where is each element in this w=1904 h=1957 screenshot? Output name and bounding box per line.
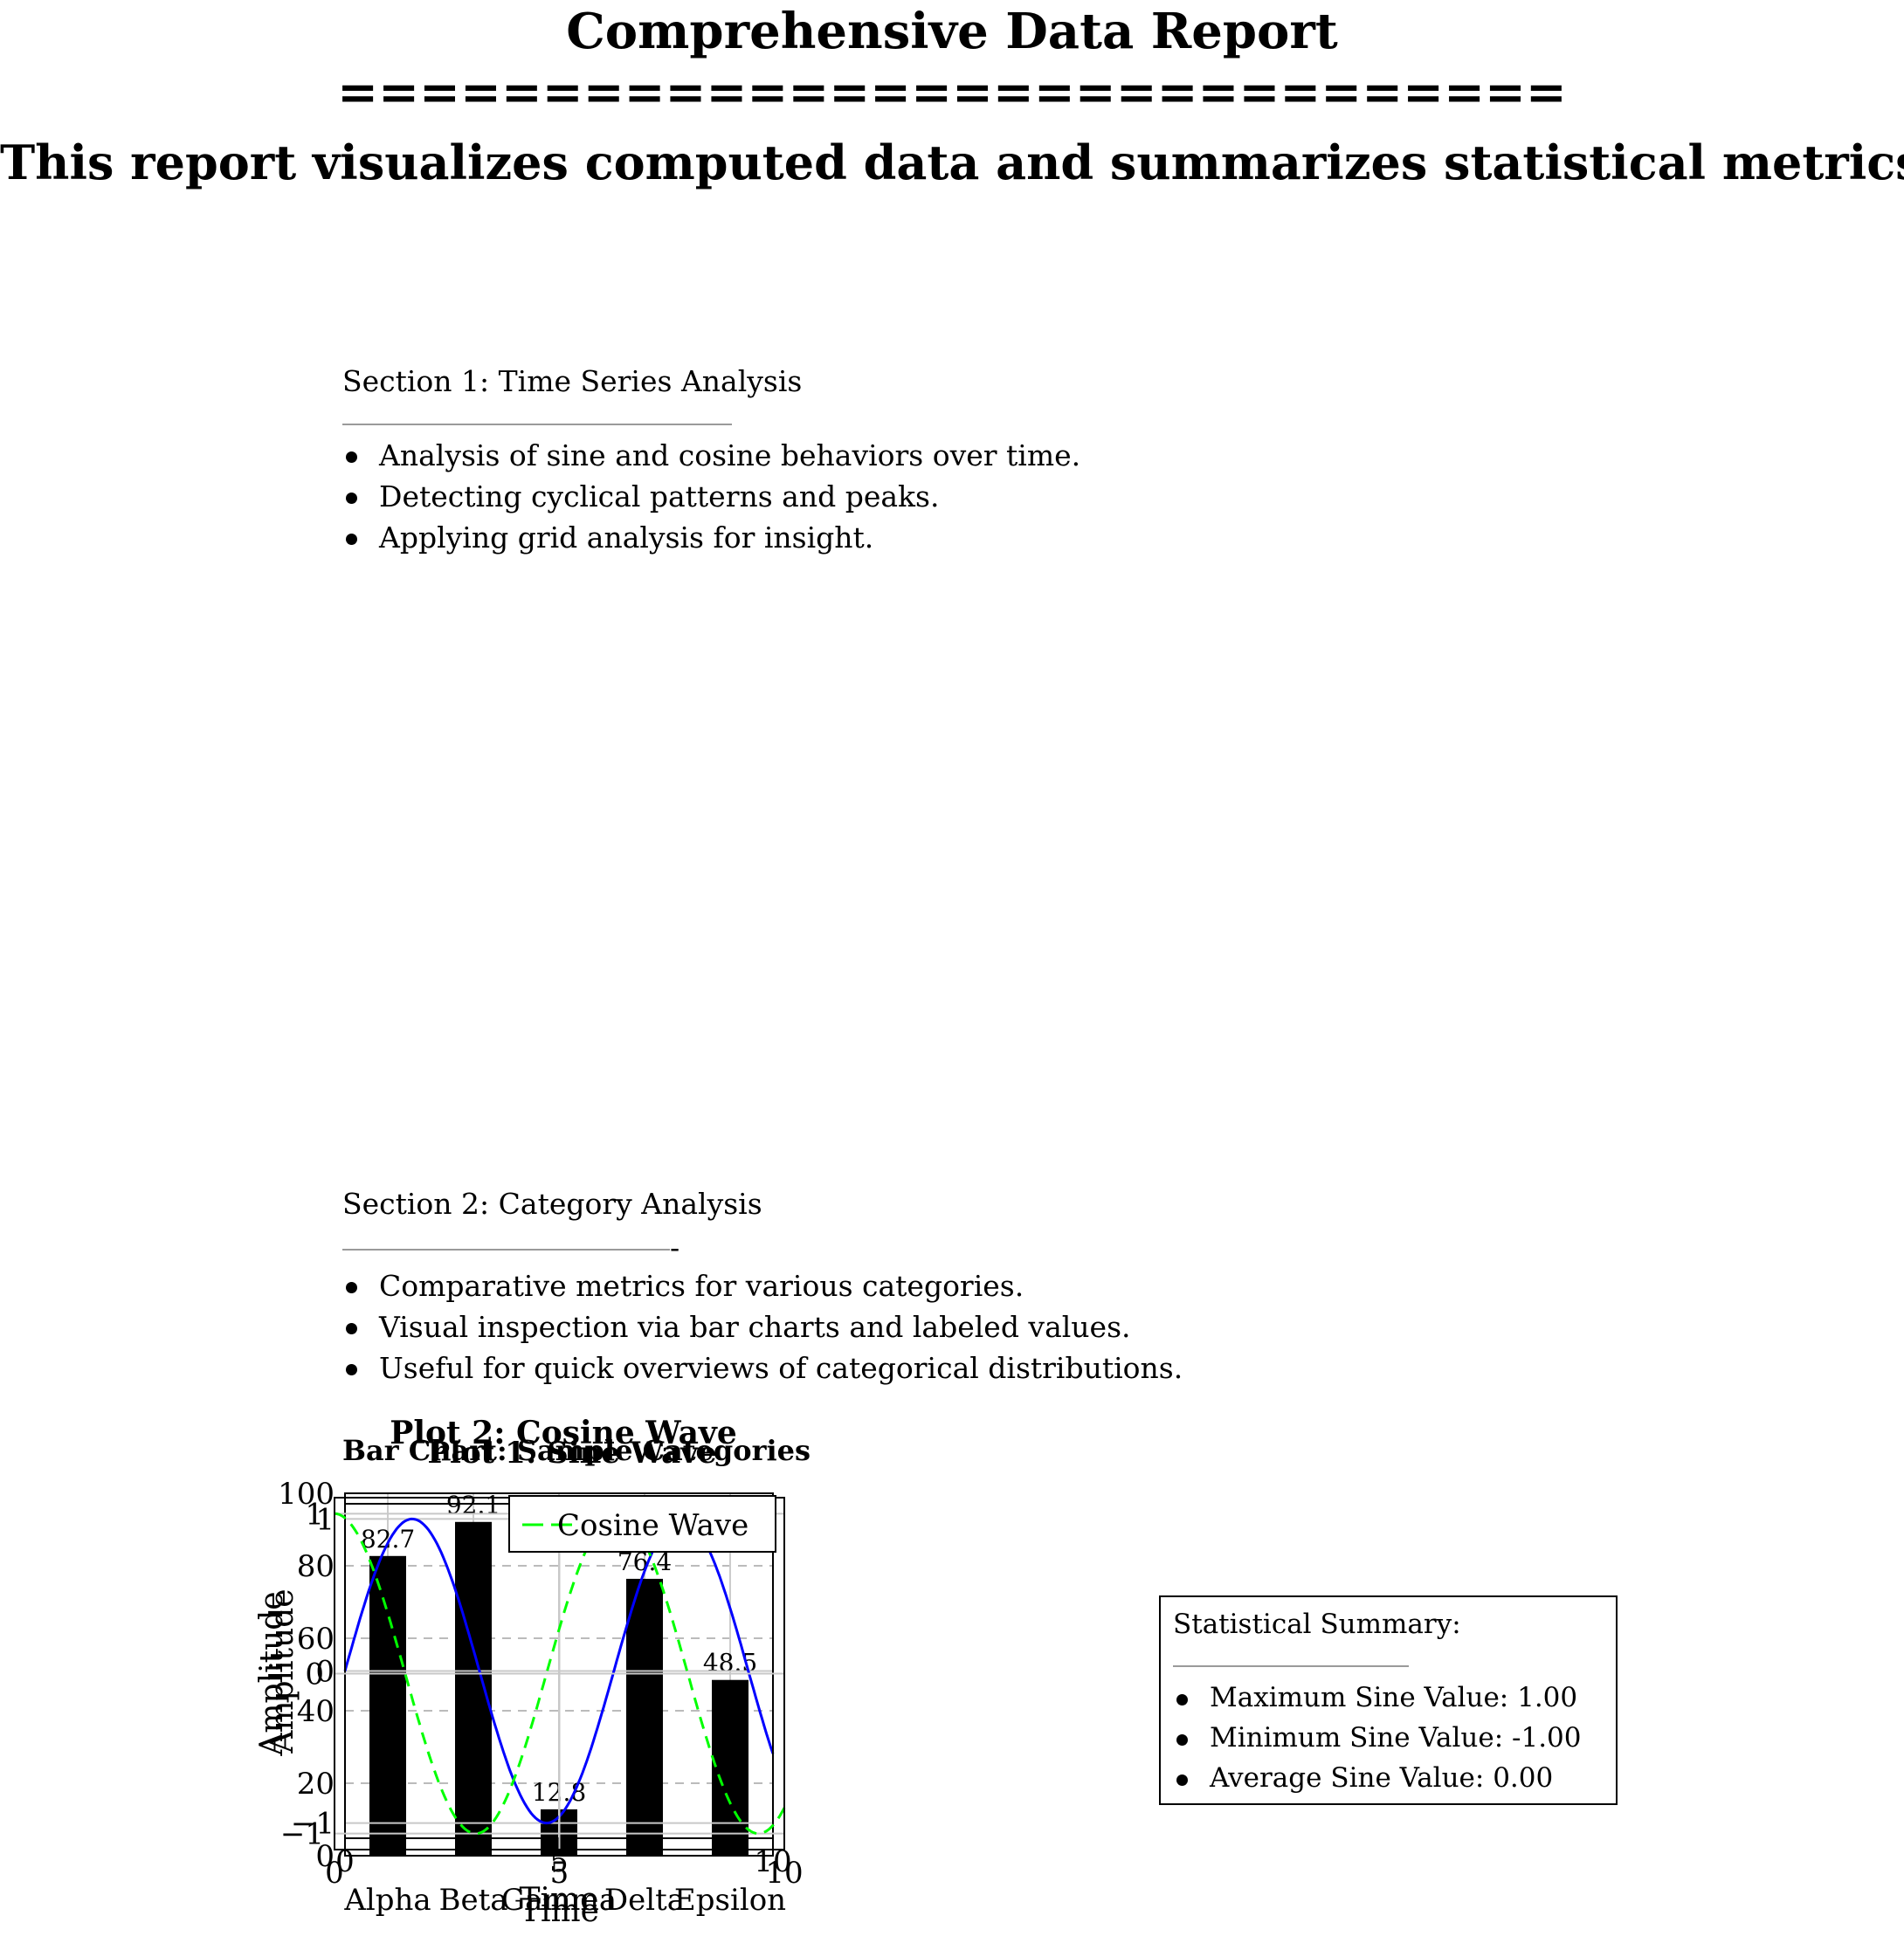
- sine-x-axis-label: Time: [520, 1882, 599, 1918]
- bar-y-tick-label: 20: [297, 1767, 335, 1802]
- section-2-heading: Section 2: Category Analysis: [342, 1187, 762, 1221]
- cosine-y-tick-label: 0: [305, 1657, 324, 1692]
- cosine-y-axis-label: Amplitude: [254, 1591, 290, 1756]
- bar-data-label: 82.7: [361, 1525, 415, 1554]
- cosine-x-tick-label: 0: [325, 1856, 344, 1891]
- bar-x-tick-label: Delta: [604, 1883, 685, 1918]
- cosine-x-axis-label: Time: [520, 1893, 599, 1929]
- legend-label: Cosine Wave: [557, 1508, 748, 1543]
- cosine-plot-title: Plot 2: Cosine Wave: [390, 1415, 736, 1451]
- section-2-rule: -: [342, 1227, 1183, 1264]
- list-item: Average Sine Value: 0.00: [1173, 1758, 1604, 1798]
- bar-y-tick-label: 60: [297, 1622, 335, 1657]
- section-1-rule: [342, 424, 732, 425]
- bar-epsilon: [712, 1679, 748, 1856]
- bar-alpha: [369, 1555, 406, 1856]
- sine-x-tick-label: 5: [549, 1844, 569, 1879]
- cosine-x-tick-label: 5: [550, 1856, 569, 1891]
- bar-y-tick-label: 40: [297, 1694, 335, 1729]
- bullet-icon: [346, 493, 357, 504]
- sine-x-tick-label: 0: [335, 1844, 355, 1879]
- summary-items: Maximum Sine Value: 1.00 Minimum Sine Va…: [1173, 1678, 1604, 1798]
- list-item: Visual inspection via bar charts and lab…: [342, 1306, 1183, 1347]
- cosine-y-tick-label: −1: [280, 1817, 324, 1852]
- bar-chart-title: Bar Chart: Sample Categories: [342, 1434, 811, 1467]
- bullet-icon: [1176, 1734, 1188, 1746]
- bar-y-tick-label: 80: [297, 1549, 335, 1584]
- sine-plot-title: Plot 1: Sine Wave: [427, 1436, 716, 1471]
- bar-chart: 02040608010082.7Alpha92.1Beta12.8Gamma76…: [278, 1434, 811, 1918]
- report-subtitle: This report visualizes computed data and…: [0, 134, 1904, 190]
- report-title: Comprehensive Data Report: [566, 3, 1338, 60]
- bar-beta: [455, 1521, 492, 1856]
- bar-delta: [626, 1578, 663, 1856]
- list-item: Minimum Sine Value: -1.00: [1173, 1718, 1604, 1758]
- list-item: Detecting cyclical patterns and peaks.: [342, 476, 1080, 517]
- title-separator: ==============================: [337, 64, 1567, 121]
- section-1: Section 1: Time Series Analysis Analysis…: [342, 362, 1080, 558]
- sine-y-tick-label: 0: [315, 1655, 335, 1690]
- list-item: Maximum Sine Value: 1.00: [1173, 1678, 1604, 1718]
- sine-y-tick-label: −1: [291, 1807, 335, 1842]
- bar-y-tick-label: 100: [278, 1477, 335, 1512]
- bar-y-tick-label: 0: [315, 1839, 335, 1874]
- summary-rule: [1173, 1665, 1409, 1667]
- list-item: Useful for quick overviews of categorica…: [342, 1347, 1183, 1389]
- section-2-rule-tail: -: [670, 1230, 680, 1264]
- cosine-x-tick-label: 10: [765, 1856, 803, 1891]
- bullet-icon: [346, 534, 357, 545]
- list-item: Applying grid analysis for insight.: [342, 517, 1080, 558]
- section-1-bullets: Analysis of sine and cosine behaviors ov…: [342, 435, 1080, 558]
- summary-heading: Statistical Summary:: [1173, 1609, 1461, 1640]
- bullet-icon: [1176, 1774, 1188, 1786]
- section-2-bullets: Comparative metrics for various categori…: [342, 1265, 1183, 1389]
- statistical-summary-box: Statistical Summary: Maximum Sine Value:…: [1159, 1595, 1618, 1805]
- section-1-heading: Section 1: Time Series Analysis: [342, 364, 803, 398]
- sine-y-tick-label: 1: [315, 1502, 335, 1537]
- section-2: Section 2: Category Analysis - Comparati…: [342, 1185, 1183, 1389]
- bar-x-tick-label: Beta: [438, 1883, 507, 1918]
- sine-y-axis-label: Amplitude: [265, 1588, 300, 1754]
- bar-x-tick-label: Alpha: [343, 1883, 431, 1918]
- bar-data-label: 92.1: [446, 1491, 500, 1519]
- bullet-icon: [346, 451, 357, 463]
- cosine-y-tick-label: 1: [305, 1497, 324, 1532]
- bullet-icon: [1176, 1694, 1188, 1705]
- bar-x-tick-label: Epsilon: [674, 1883, 786, 1918]
- bullet-icon: [346, 1364, 357, 1375]
- list-item: Analysis of sine and cosine behaviors ov…: [342, 435, 1080, 476]
- bullet-icon: [346, 1282, 357, 1293]
- bullet-icon: [346, 1323, 357, 1334]
- bar-x-tick-label: Gamma: [501, 1883, 617, 1918]
- cosine-series-line: [334, 1512, 786, 1836]
- cosine-legend: Cosine Wave: [508, 1495, 776, 1553]
- list-item: Comparative metrics for various categori…: [342, 1265, 1183, 1306]
